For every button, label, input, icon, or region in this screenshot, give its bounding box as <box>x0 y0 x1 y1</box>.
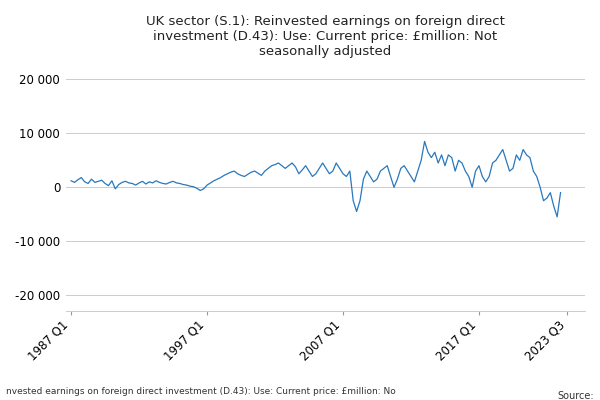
Text: Source:: Source: <box>557 391 594 400</box>
Text: nvested earnings on foreign direct investment (D.43): Use: Current price: £milli: nvested earnings on foreign direct inves… <box>6 387 396 396</box>
Title: UK sector (S.1): Reinvested earnings on foreign direct
investment (D.43): Use: C: UK sector (S.1): Reinvested earnings on … <box>146 15 505 58</box>
